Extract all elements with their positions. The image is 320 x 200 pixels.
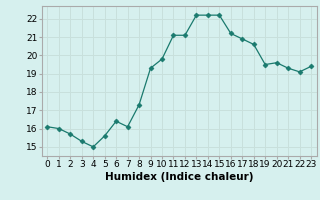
X-axis label: Humidex (Indice chaleur): Humidex (Indice chaleur)	[105, 172, 253, 182]
